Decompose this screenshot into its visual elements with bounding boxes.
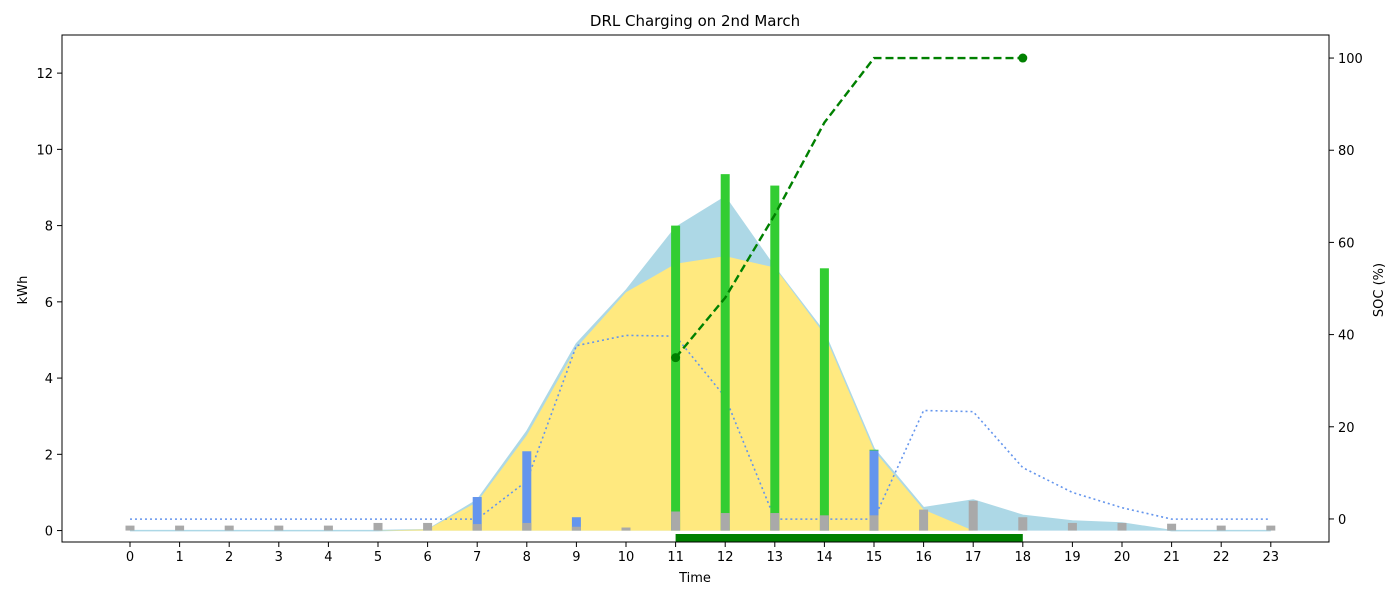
y2-tick-label-1: 20 <box>1338 421 1355 436</box>
bar-a9a9a9-11 <box>671 511 681 531</box>
y-tick-label-2: 4 <box>45 372 53 387</box>
x-tick-label-22: 22 <box>1213 550 1230 565</box>
x-tick-label-20: 20 <box>1114 550 1131 565</box>
x-tick-label-13: 13 <box>767 550 784 565</box>
plot-area: 0 1 2 3 4 5 6 7 8 9 10 11 12 13 14 15 16 17 18 19 20 21 22 2302… <box>36 34 1363 565</box>
bar-6495ed-8 <box>522 451 532 531</box>
bar-a9a9a9-6 <box>423 522 433 531</box>
x-tick-label-2: 2 <box>225 550 233 565</box>
y-tick-label-5: 10 <box>36 143 53 158</box>
x-tick-label-14: 14 <box>816 550 833 565</box>
bar-a9a9a9-19 <box>1067 522 1077 531</box>
x-tick-label-7: 7 <box>473 550 481 565</box>
x-tick-label-23: 23 <box>1263 550 1280 565</box>
bar-a9a9a9-15 <box>869 515 879 531</box>
x-tick-label-4: 4 <box>324 550 332 565</box>
y-tick-label-0: 0 <box>45 525 53 540</box>
bar-a9a9a9-2 <box>224 525 234 531</box>
area-series-edge <box>130 196 1271 532</box>
x-axis-title: Time <box>678 571 711 586</box>
y-tick-label-1: 2 <box>45 448 53 463</box>
bar-a9a9a9-0 <box>125 525 135 531</box>
charging-window-span <box>675 534 1023 542</box>
bar-a9a9a9-12 <box>720 513 730 531</box>
x-tick-label-11: 11 <box>667 550 684 565</box>
soc-start-marker <box>671 353 681 363</box>
bar-32cd32-12 <box>720 174 730 531</box>
bar-6495ed-7 <box>472 497 482 531</box>
y-tick-label-3: 6 <box>45 296 53 311</box>
bar-6495ed-15 <box>869 450 879 531</box>
x-tick-label-9: 9 <box>572 550 580 565</box>
soc-line <box>674 56 1023 359</box>
bar-a9a9a9-21 <box>1167 523 1177 531</box>
y2-tick-label-2: 40 <box>1338 329 1355 344</box>
bar-32cd32-13 <box>770 185 780 531</box>
bar-a9a9a9-18 <box>1018 517 1028 531</box>
y2-axis-title: SOC (%) <box>1372 263 1387 317</box>
bar-32cd32-11 <box>671 225 681 531</box>
x-tick-label-8: 8 <box>523 550 531 565</box>
bar-a9a9a9-1 <box>175 525 185 531</box>
plot-frame <box>61 34 1330 543</box>
area-series-1 <box>130 256 1271 531</box>
x-tick-label-16: 16 <box>915 550 932 565</box>
y-axis-title: kWh <box>16 276 31 305</box>
y2-tick-label-4: 80 <box>1338 144 1355 159</box>
x-tick-label-15: 15 <box>866 550 883 565</box>
chart-title: DRL Charging on 2nd March <box>590 12 800 30</box>
x-tick-label-21: 21 <box>1163 550 1180 565</box>
bar-32cd32-14 <box>819 268 829 531</box>
bar-a9a9a9-8 <box>522 522 532 531</box>
x-tick-label-19: 19 <box>1064 550 1081 565</box>
bar-a9a9a9-5 <box>373 522 383 531</box>
bar-a9a9a9-7 <box>472 524 482 531</box>
bar-a9a9a9-16 <box>919 509 929 531</box>
bar-a9a9a9-4 <box>323 525 333 531</box>
x-tick-label-6: 6 <box>423 550 431 565</box>
x-tick-label-1: 1 <box>175 550 183 565</box>
bar-a9a9a9-22 <box>1216 525 1226 531</box>
bar-a9a9a9-14 <box>819 515 829 531</box>
x-tick-label-3: 3 <box>275 550 283 565</box>
soc-end-marker <box>1018 53 1028 63</box>
x-tick-label-10: 10 <box>618 550 635 565</box>
x-tick-label-18: 18 <box>1015 550 1032 565</box>
y2-tick-label-5: 100 <box>1338 52 1363 67</box>
bar-a9a9a9-3 <box>274 525 284 531</box>
x-tick-label-12: 12 <box>717 550 734 565</box>
x-tick-label-17: 17 <box>965 550 982 565</box>
x-tick-label-5: 5 <box>374 550 382 565</box>
bar-a9a9a9-20 <box>1117 522 1127 531</box>
bar-a9a9a9-9 <box>571 526 581 531</box>
x-tick-label-0: 0 <box>126 550 134 565</box>
y2-tick-label-3: 60 <box>1338 236 1355 251</box>
bar-a9a9a9-17 <box>968 500 978 531</box>
bar-6495ed-9 <box>571 517 581 531</box>
y2-tick-label-0: 0 <box>1338 513 1346 528</box>
y-tick-label-6: 12 <box>36 67 53 82</box>
y-tick-label-4: 8 <box>45 220 53 235</box>
bar-a9a9a9-10 <box>621 527 631 531</box>
bar-a9a9a9-13 <box>770 513 780 531</box>
dotted-line-series-0 <box>130 334 1271 520</box>
bar-a9a9a9-23 <box>1266 525 1276 531</box>
